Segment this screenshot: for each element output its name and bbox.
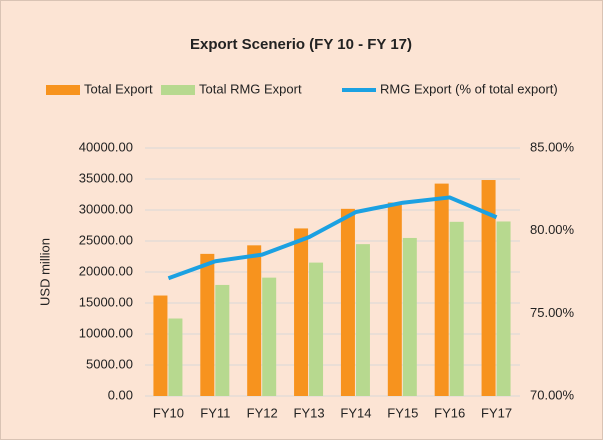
line	[167, 195, 498, 281]
y2-tick-label: 70.00%	[530, 387, 575, 402]
bar	[481, 180, 496, 396]
bar	[496, 221, 511, 396]
y2-tick-label: 85.00%	[530, 139, 575, 154]
y-tick-label: 35000.00	[79, 170, 133, 185]
bar	[402, 237, 417, 396]
chart-title: Export Scenerio (FY 10 - FY 17)	[190, 36, 412, 53]
bar	[200, 253, 215, 396]
y-tick-label: 40000.00	[79, 139, 133, 154]
bar	[294, 228, 309, 396]
bar	[309, 262, 324, 396]
x-tick-label: FY11	[200, 405, 230, 420]
y-tick-label: 10000.00	[79, 325, 133, 340]
x-tick-label: FY13	[294, 405, 325, 420]
y-axis-label: USD million	[37, 238, 52, 306]
bar	[168, 318, 183, 396]
legend-label: RMG Export (% of total export)	[380, 81, 558, 96]
x-tick-label: FY15	[387, 405, 418, 420]
legend-label: Total Export	[84, 81, 153, 96]
x-tick-label: FY14	[340, 405, 371, 420]
legend-swatch	[161, 85, 195, 95]
bar	[153, 295, 168, 396]
bar	[247, 245, 262, 396]
bar	[262, 277, 277, 396]
bar	[434, 183, 449, 396]
legend-swatch	[46, 85, 80, 95]
bar	[215, 284, 230, 396]
y-tick-label: 25000.00	[79, 232, 133, 247]
y2-tick-label: 75.00%	[530, 305, 575, 320]
y-tick-label: 15000.00	[79, 294, 133, 309]
y-tick-label: 30000.00	[79, 201, 133, 216]
bar	[355, 244, 370, 396]
x-tick-label: FY17	[481, 405, 512, 420]
bar	[387, 202, 402, 396]
x-tick-label: FY10	[153, 405, 184, 420]
x-tick-label: FY12	[247, 405, 278, 420]
legend-label: Total RMG Export	[199, 81, 302, 96]
y-tick-label: 5000.00	[86, 356, 133, 371]
y-tick-label: 20000.00	[79, 263, 133, 278]
bar	[340, 208, 355, 396]
bar	[449, 221, 464, 396]
y-tick-label: 0.00	[108, 387, 133, 402]
y2-tick-label: 80.00%	[530, 222, 575, 237]
x-tick-label: FY16	[434, 405, 465, 420]
